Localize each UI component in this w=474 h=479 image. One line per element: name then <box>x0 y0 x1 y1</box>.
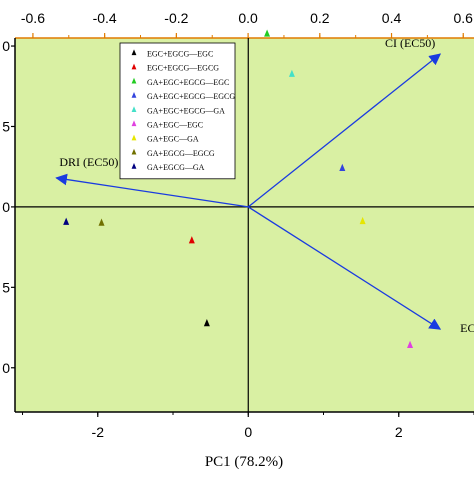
top-tick-label: -0.6 <box>21 10 45 26</box>
legend-label: GA+EGCG—GA <box>147 163 205 172</box>
vectors-layer: CI (EC50) DRI (EC50) EC50 <box>55 36 474 335</box>
data-point <box>359 216 366 225</box>
loading-vector <box>247 53 442 208</box>
vector-label: CI (EC50) <box>385 36 435 50</box>
bottom-tick-label: 2 <box>395 424 403 440</box>
left-tick-label: 5 <box>2 118 10 134</box>
left-tick-label: 0 <box>2 38 10 54</box>
loading-vector <box>55 173 249 208</box>
top-tick-label: 0.0 <box>238 10 258 26</box>
x-axis-label: PC1 (78.2%) <box>205 454 283 470</box>
vector-label: EC50 <box>460 321 474 335</box>
bottom-tick-label: 0 <box>244 424 252 440</box>
plot-background <box>15 38 474 412</box>
legend-label: GA+EGC+EGCG—EGC <box>147 78 229 87</box>
legend-label: GA+EGCG—EGCG <box>147 149 215 158</box>
legend-marker <box>131 134 137 141</box>
top-tick-label: 0.6 <box>454 10 474 26</box>
legend-label: EGC+EGCG—EGC <box>147 50 213 59</box>
legend-label: GA+EGC—GA <box>147 135 199 144</box>
legend-label: EGC+EGCG—EGCG <box>147 64 219 73</box>
left-tick-label: 0 <box>2 199 10 215</box>
vector-label: DRI (EC50) <box>59 155 118 169</box>
legend-marker <box>131 63 137 70</box>
left-tick-label: 5 <box>2 279 10 295</box>
data-point <box>407 340 414 348</box>
data-point <box>264 29 271 37</box>
legend-marker <box>131 148 137 155</box>
legend-marker <box>131 92 137 98</box>
legend-marker <box>131 106 137 112</box>
top-tick-label: -0.4 <box>93 10 117 26</box>
data-point <box>203 319 210 327</box>
legend-marker <box>131 49 137 56</box>
legend-marker <box>131 120 137 127</box>
data-point <box>98 218 105 226</box>
legend-label: GA+EGC+EGCG—EGCG <box>147 92 235 101</box>
loading-vector <box>247 206 442 330</box>
legend-marker <box>131 163 137 169</box>
top-tick-label: 0.4 <box>382 10 402 26</box>
legend-label: GA+EGC—EGC <box>147 121 203 130</box>
left-tick-label: 0 <box>2 360 10 376</box>
legend-label: GA+EGC+EGCG—GA <box>147 106 225 115</box>
data-point <box>63 217 70 225</box>
data-point <box>339 163 346 171</box>
data-point <box>188 236 195 244</box>
data-point <box>288 69 295 77</box>
legend-box <box>119 42 236 180</box>
bottom-tick-label: -2 <box>92 424 105 440</box>
top-tick-label: 0.2 <box>310 10 330 26</box>
legend-marker <box>131 77 137 84</box>
legend: EGC+EGCG—EGC EGC+EGCG—EGCG GA+EGC+EGCG—EGC… <box>119 42 236 180</box>
points-layer <box>63 29 414 348</box>
top-tick-label: -0.2 <box>164 10 188 26</box>
